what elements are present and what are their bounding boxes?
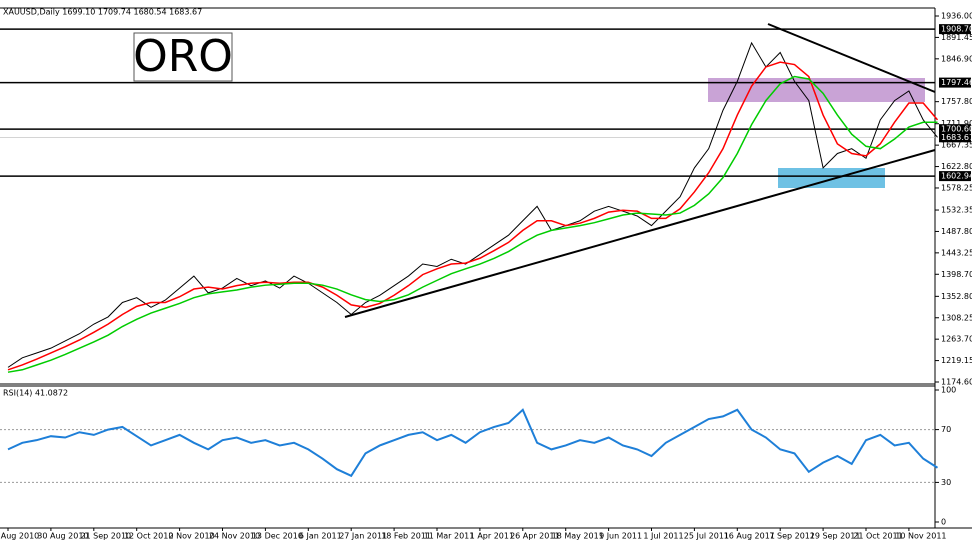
level-label-box [939, 124, 971, 135]
series-line [7, 408, 939, 478]
x-tick-label: 9 Jun 2011 [599, 532, 642, 541]
last-price-label: 1683.67 [941, 133, 972, 142]
y-tick-label: 1622.80 [941, 162, 972, 171]
x-tick-label: 30 Aug 2010 [37, 532, 88, 541]
x-tick-label: 25 Jul 2011 [684, 532, 729, 541]
annotation-box [133, 32, 233, 82]
chart-title: XAUUSD,Daily 1699.10 1709.74 1680.54 168… [3, 8, 202, 17]
level-label: 1602.94 [941, 172, 972, 181]
y-tick-label: 1443.25 [941, 248, 972, 257]
y-tick-label: 1398.70 [941, 270, 972, 279]
y-tick-label: 1174.60 [941, 378, 972, 387]
y-tick-label: 1352.80 [941, 292, 972, 301]
level-label-box [939, 171, 971, 182]
x-tick-label: 21 Sep 2010 [80, 532, 131, 541]
y-tick-label: 1757.80 [941, 97, 972, 106]
trendline [344, 149, 936, 318]
x-tick-label: 1 Apr 2011 [470, 532, 514, 541]
y-tick-label: 1936.00 [941, 12, 972, 21]
x-tick-label: 24 Nov 2010 [209, 532, 260, 541]
level-label: 1908.70 [941, 25, 972, 34]
y-tick-label: 1487.80 [941, 227, 972, 236]
x-tick-label: 7 Sep 2011 [769, 532, 815, 541]
y-tick-label: 1667.35 [941, 141, 972, 150]
series-line [7, 75, 938, 373]
x-tick-label: 2 Nov 2010 [169, 532, 215, 541]
trendline [767, 23, 936, 93]
level-label-box [939, 24, 971, 35]
y-tick-label: 70 [941, 425, 951, 434]
x-tick-label: 11 Mar 2011 [424, 532, 475, 541]
series-line [7, 61, 939, 371]
y-tick-label: 100 [941, 386, 956, 395]
x-tick-label: 6 Jan 2011 [299, 532, 342, 541]
annotation: ORO [133, 31, 233, 82]
x-tick-label: 18 May 2011 [552, 532, 604, 541]
x-tick-label: 10 Nov 2011 [895, 532, 946, 541]
x-tick-label: 16 Aug 2011 [724, 532, 775, 541]
y-tick-label: 1263.70 [941, 335, 972, 344]
y-tick-label: 0 [941, 518, 946, 527]
y-tick-label: 30 [941, 478, 951, 487]
y-tick-label: 1711.90 [941, 119, 972, 128]
x-tick-label: 27 Jan 2011 [339, 532, 387, 541]
level-label-box [939, 77, 971, 88]
x-tick-label: Aug 2010 [1, 532, 40, 541]
support-zone [778, 168, 885, 188]
y-tick-label: 1891.45 [941, 33, 972, 42]
y-tick-label: 1532.35 [941, 206, 972, 215]
x-tick-label: 1 Jul 2011 [643, 532, 683, 541]
y-tick-label: 1308.25 [941, 313, 972, 322]
x-tick-label: 21 Oct 2011 [853, 532, 902, 541]
level-label: 1700.60 [941, 125, 972, 134]
x-tick-label: 18 Feb 2011 [381, 532, 431, 541]
x-tick-label: 29 Sep 2011 [810, 532, 861, 541]
y-tick-label: 1846.90 [941, 54, 972, 63]
x-tick-label: 26 Apr 2011 [510, 532, 559, 541]
series-line [7, 41, 938, 368]
last-price-box [939, 132, 971, 143]
x-tick-label: 13 Dec 2010 [252, 532, 303, 541]
x-tick-label: 12 Oct 2010 [124, 532, 173, 541]
rsi-title: RSI(14) 41.0872 [3, 389, 68, 398]
y-tick-label: 1219.15 [941, 356, 972, 365]
level-label: 1797.46 [941, 78, 972, 87]
y-tick-label: 1578.25 [941, 183, 972, 192]
